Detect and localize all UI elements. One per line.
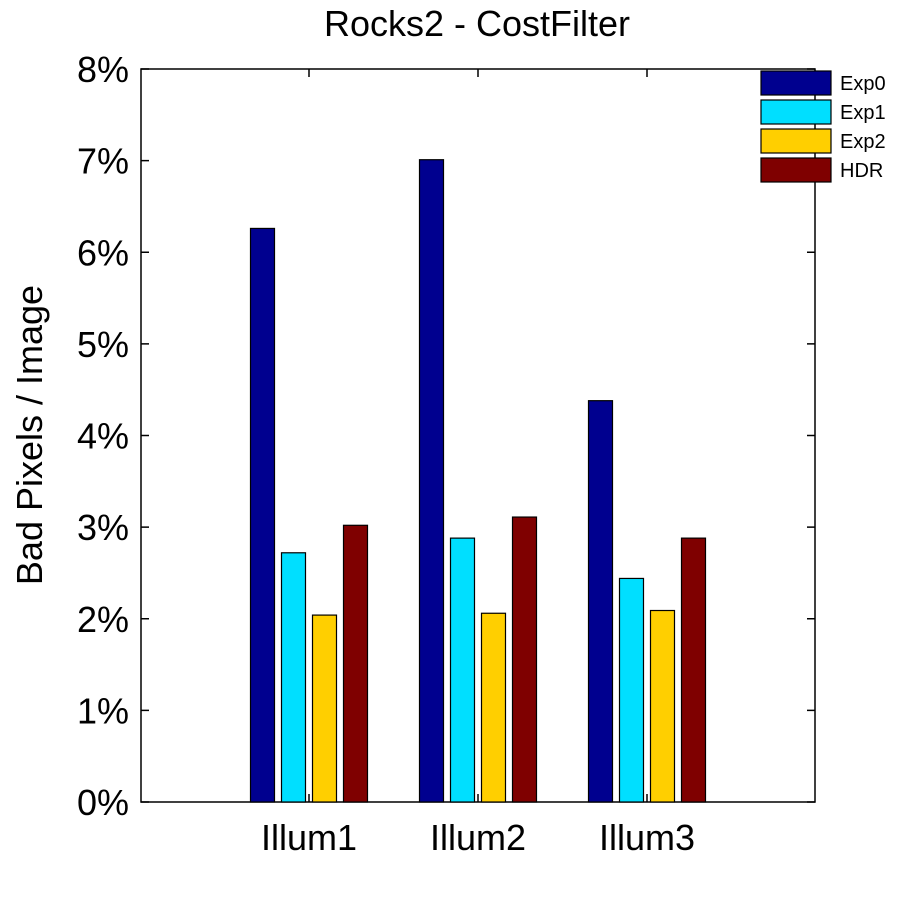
legend-label-hdr: HDR <box>840 160 883 182</box>
bar-exp0-illum2 <box>418 159 445 803</box>
plot-area: 0% 1% 2% 3% 4% 5% 6% 7% 8% Illum1 Illum2 Illum3 <box>77 49 816 858</box>
bar-exp1-illum2 <box>449 537 476 803</box>
bar-exp2-illum3 <box>649 609 676 803</box>
legend: Exp0 Exp1 Exp2 HDR <box>760 70 886 183</box>
y-axis-label: Bad Pixels / Image <box>9 285 50 585</box>
legend-swatch-hdr <box>760 157 832 183</box>
x-tick-label: Illum2 <box>430 817 526 858</box>
legend-swatch-exp0 <box>760 70 832 96</box>
legend-label-exp2: Exp2 <box>840 131 886 153</box>
y-tick-label: 3% <box>77 507 129 548</box>
legend-swatch-exp2 <box>760 128 832 154</box>
y-tick-label: 5% <box>77 324 129 365</box>
y-tick-label: 7% <box>77 141 129 182</box>
bar-exp0-illum3 <box>587 400 614 803</box>
y-tick-label: 4% <box>77 416 129 457</box>
y-tick-label: 8% <box>77 49 129 90</box>
bar-exp2-illum1 <box>311 614 338 803</box>
axes-frame <box>140 68 816 803</box>
chart-title: Rocks2 - CostFilter <box>324 3 630 44</box>
legend-label-exp1: Exp1 <box>840 102 886 124</box>
y-tick-label: 0% <box>77 782 129 823</box>
bar-exp1-illum3 <box>618 577 645 803</box>
bar-hdr-illum1 <box>342 524 369 803</box>
bar-exp0-illum1 <box>249 227 276 803</box>
x-tick-label: Illum3 <box>599 817 695 858</box>
y-tick-label: 1% <box>77 690 129 731</box>
x-tick-label: Illum1 <box>261 817 357 858</box>
y-tick-label: 6% <box>77 232 129 273</box>
bar-exp1-illum1 <box>280 552 307 803</box>
bar-exp2-illum2 <box>480 612 507 803</box>
bar-hdr-illum3 <box>680 537 707 803</box>
y-tick-label: 2% <box>77 599 129 640</box>
bar-hdr-illum2 <box>511 516 538 803</box>
legend-label-exp0: Exp0 <box>840 73 886 95</box>
legend-swatch-exp1 <box>760 99 832 125</box>
